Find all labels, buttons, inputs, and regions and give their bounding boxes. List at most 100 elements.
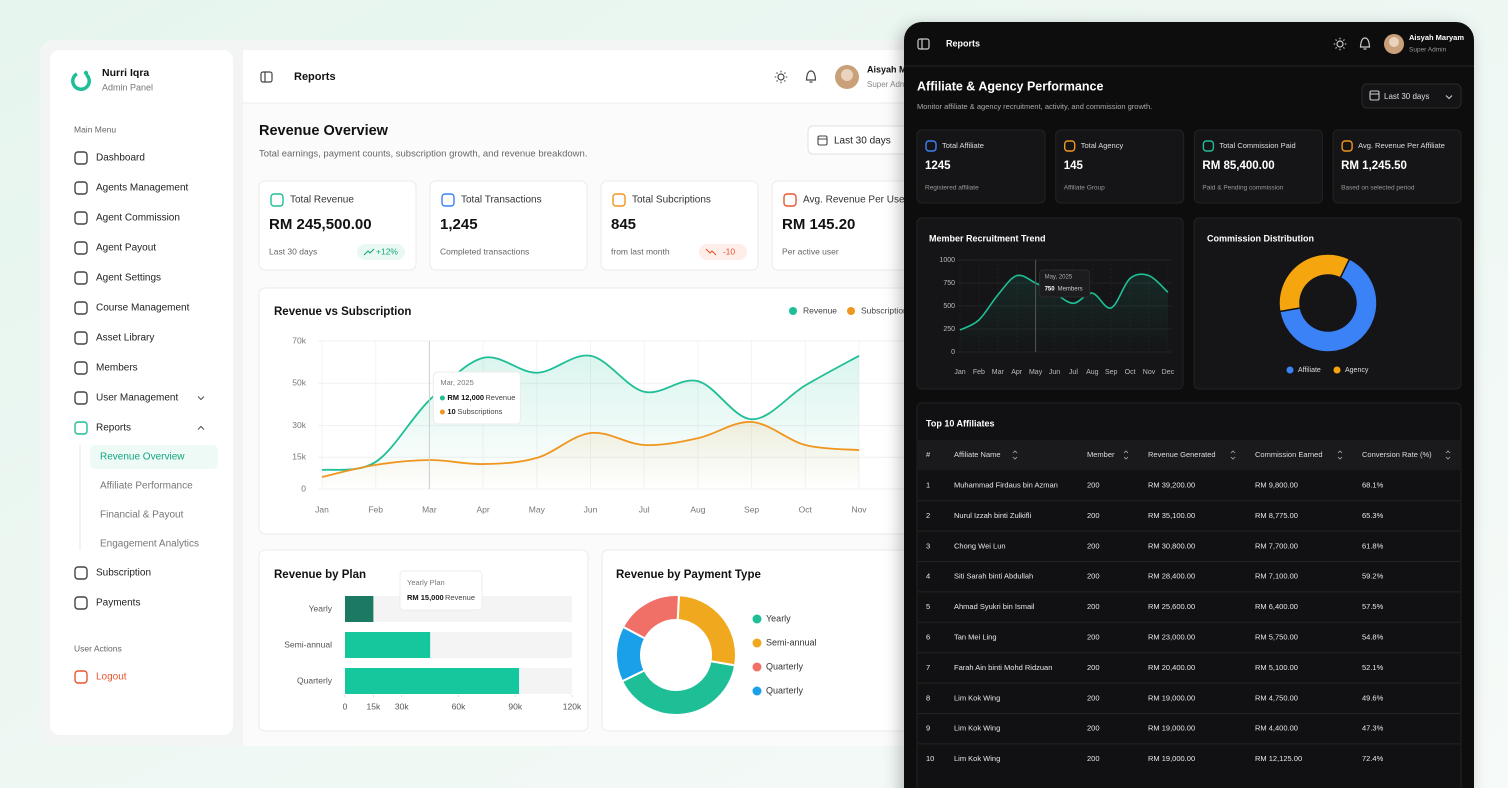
x-tick-label: Feb: [368, 504, 383, 514]
stat-label: Avg. Revenue Per User: [803, 195, 909, 206]
table-cell: Chong Wei Lun: [954, 541, 1006, 550]
y-tick-label: 0: [951, 349, 955, 356]
chart-title: Revenue by Payment Type: [616, 569, 761, 581]
submenu-item[interactable]: Engagement Analytics: [100, 539, 199, 550]
menu-icon: [74, 421, 88, 435]
period-button[interactable]: [1361, 83, 1462, 109]
stat-card: [429, 180, 588, 271]
menu-item[interactable]: Course Management: [96, 303, 190, 314]
sort-icon[interactable]: [1230, 450, 1236, 460]
menu-icon: [74, 211, 88, 225]
category-label: Semi-annual: [284, 639, 332, 649]
table-cell: 6: [926, 632, 930, 641]
dark-dashboard: Reports Aisyah Maryam Super Admin Affiliate…: [904, 22, 1474, 788]
y-tick-label: 70k: [292, 335, 306, 345]
table-cell: 57.5%: [1362, 602, 1384, 611]
table-cell: RM 30,800.00: [1148, 541, 1195, 550]
donut-segment: [615, 625, 647, 683]
sidebar-toggle[interactable]: [917, 38, 930, 50]
sort-icon[interactable]: [1337, 450, 1343, 460]
submenu-item[interactable]: Affiliate Performance: [100, 481, 193, 492]
legend-label: Yearly: [766, 613, 791, 623]
category-label: Quarterly: [297, 675, 333, 685]
menu-item[interactable]: Asset Library: [96, 333, 154, 344]
menu-item[interactable]: Reports: [96, 423, 131, 434]
table-cell: Tan Mei Ling: [954, 632, 997, 641]
stat-label: Total Commission Paid: [1219, 141, 1295, 150]
column-header[interactable]: Commission Earned: [1255, 450, 1323, 459]
x-tick-label: Jul: [639, 504, 650, 514]
x-tick-label: Nov: [851, 504, 867, 514]
menu-item[interactable]: Dashboard: [96, 153, 145, 164]
table-cell: 68.1%: [1362, 480, 1384, 489]
menu-item[interactable]: Agents Management: [96, 183, 189, 194]
legend-swatch: [752, 614, 762, 624]
page-title: Reports: [946, 38, 980, 48]
submenu-item[interactable]: Revenue Overview: [100, 452, 185, 463]
table-cell: 59.2%: [1362, 572, 1384, 581]
menu-item[interactable]: Subscription: [96, 568, 151, 579]
y-tick-label: 30k: [292, 420, 306, 430]
stat-icon: [441, 193, 455, 207]
table-cell: 200: [1087, 724, 1100, 733]
notification-button[interactable]: [805, 70, 817, 83]
column-header[interactable]: Member: [1087, 450, 1115, 459]
tooltip-label: Subscriptions: [457, 407, 502, 416]
column-header[interactable]: Revenue Generated: [1148, 450, 1216, 459]
table-cell: RM 7,700.00: [1255, 541, 1298, 550]
x-tick-label: Jan: [954, 369, 965, 376]
icon-ray: [1343, 47, 1345, 49]
table-cell: RM 19,000.00: [1148, 754, 1195, 763]
user-role: Super Admin: [1409, 47, 1447, 54]
x-tick-label: 90k: [508, 701, 522, 711]
y-tick-label: 15k: [292, 452, 306, 462]
table-cell: RM 19,000.00: [1148, 693, 1195, 702]
brand-name: Nurri Iqra: [102, 67, 149, 79]
stat-value: RM 245,500.00: [269, 216, 372, 233]
notification-button[interactable]: [1359, 37, 1371, 50]
legend-label: Subscription: [861, 305, 908, 315]
menu-item[interactable]: Agent Commission: [96, 213, 180, 224]
table-cell: 200: [1087, 754, 1100, 763]
table-cell: RM 25,600.00: [1148, 602, 1195, 611]
theme-toggle[interactable]: [1336, 40, 1344, 48]
tooltip-label: Revenue: [485, 393, 515, 402]
sort-icon[interactable]: [1123, 450, 1129, 460]
stat-label: Total Transactions: [461, 195, 542, 206]
period-label: Last 30 days: [1384, 92, 1429, 101]
table-cell: RM 9,800.00: [1255, 480, 1298, 489]
menu-item[interactable]: User Management: [96, 393, 178, 404]
tooltip-date: Mar, 2025: [440, 378, 473, 387]
menu-item[interactable]: Agent Settings: [96, 273, 161, 284]
category-label: Yearly: [309, 603, 333, 613]
table-cell: 200: [1087, 693, 1100, 702]
logout-button[interactable]: Logout: [96, 672, 127, 683]
table-cell: RM 7,100.00: [1255, 572, 1298, 581]
menu-item[interactable]: Members: [96, 363, 138, 374]
column-header[interactable]: Conversion Rate (%): [1362, 450, 1432, 459]
tooltip: [432, 371, 521, 425]
menu-item[interactable]: Agent Payout: [96, 243, 156, 254]
stat-label: Total Affiliate: [942, 141, 984, 150]
submenu-item[interactable]: Financial & Payout: [100, 510, 184, 521]
menu-icon: [74, 566, 88, 580]
stat-note: from last month: [611, 246, 670, 256]
section-title: Affiliate & Agency Performance: [917, 79, 1103, 93]
menu-item[interactable]: Payments: [96, 598, 140, 609]
legend-swatch: [1333, 366, 1341, 374]
table-cell: Lim Kok Wing: [954, 724, 1000, 733]
table-header: [918, 440, 1460, 470]
legend-label: Quarterly: [766, 661, 804, 671]
table-cell: RM 28,400.00: [1148, 572, 1195, 581]
sidebar-toggle[interactable]: [260, 71, 273, 83]
brand-role: Admin Panel: [102, 82, 153, 92]
y-tick-label: 0: [301, 483, 306, 493]
sort-icon[interactable]: [1012, 450, 1018, 460]
sort-icon[interactable]: [1445, 450, 1451, 460]
chevron: [197, 425, 205, 430]
column-header[interactable]: Affiliate Name: [954, 450, 1001, 459]
legend-swatch: [847, 307, 855, 315]
table-cell: 1: [926, 480, 930, 489]
theme-toggle[interactable]: [777, 73, 785, 81]
section-title: Revenue Overview: [259, 123, 389, 139]
